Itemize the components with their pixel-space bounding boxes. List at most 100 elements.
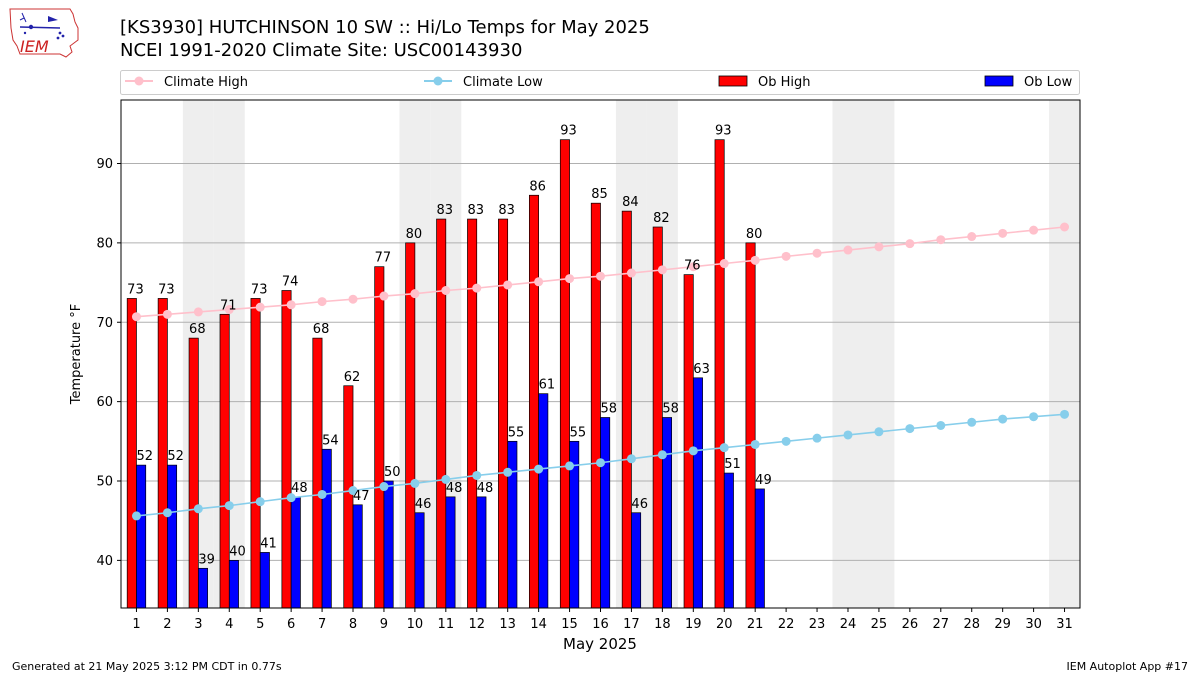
legend-climate-high-label: Climate High <box>164 75 248 90</box>
x-tick-label-3: 3 <box>194 617 202 632</box>
ob-high-label-19: 76 <box>684 259 701 274</box>
legend-ob-low: Ob Low <box>984 75 1073 90</box>
ob-low-bar-17 <box>631 512 642 609</box>
legend-climate-low: Climate Low <box>424 75 543 90</box>
climate-lines <box>131 222 1070 521</box>
bars <box>126 139 765 609</box>
climate-high-point-11 <box>441 286 451 295</box>
ob-high-label-14: 86 <box>529 179 546 194</box>
ob-low-label-18: 58 <box>662 402 679 417</box>
climate-low-point-23 <box>812 433 822 443</box>
climate-low-point-8 <box>348 486 358 496</box>
legend-ob-high: Ob High <box>718 75 811 90</box>
climate-high-point-4 <box>224 305 234 315</box>
ob-high-label-4: 71 <box>220 298 237 313</box>
ob-high-bar-2 <box>157 298 168 609</box>
ob-low-label-12: 48 <box>477 481 494 496</box>
climate-high-point-24 <box>843 245 853 255</box>
ob-low-bar-9 <box>383 480 394 609</box>
ob-low-bar-7 <box>321 448 332 609</box>
x-tick-label-13: 13 <box>499 617 516 632</box>
legend-ob-high-label: Ob High <box>758 75 811 90</box>
x-tick-label-6: 6 <box>287 617 295 632</box>
legend-climate-low-label: Climate Low <box>463 75 543 90</box>
x-tick-label-26: 26 <box>902 617 919 632</box>
climate-low-point-29 <box>998 414 1008 424</box>
ob-low-bar-8 <box>352 504 363 609</box>
ob-low-label-19: 63 <box>693 362 710 377</box>
ob-high-label-17: 84 <box>622 195 639 210</box>
ob-high-bar-15 <box>559 139 570 609</box>
climate-low-point-9 <box>379 482 389 492</box>
ob-high-label-20: 93 <box>715 124 732 139</box>
x-tick-label-20: 20 <box>716 617 733 632</box>
x-tick-label-1: 1 <box>132 617 140 632</box>
climate-low-point-27 <box>936 420 946 430</box>
ob-low-label-17: 46 <box>631 497 648 512</box>
ob-high-bar-21 <box>745 242 756 609</box>
x-tick-label-23: 23 <box>809 617 826 632</box>
climate-high-point-6 <box>286 300 296 310</box>
x-tick-label-30: 30 <box>1025 617 1042 632</box>
climate-low-point-11 <box>441 474 451 484</box>
ob-high-bar-18 <box>652 226 663 609</box>
climate-high-point-23 <box>812 248 822 258</box>
y-axis-label: Temperature °F <box>69 304 84 405</box>
ob-high-label-2: 73 <box>158 282 175 297</box>
ob-high-bar-20 <box>714 139 725 609</box>
y-tick-label-40: 40 <box>96 554 113 569</box>
ob-high-bar-9 <box>374 266 385 609</box>
ob-high-bar-7 <box>312 337 323 609</box>
x-tick-label-17: 17 <box>623 617 640 632</box>
climate-high-point-13 <box>503 280 513 290</box>
ob-low-bar-20 <box>723 472 734 609</box>
ob-high-bar-3 <box>188 337 199 609</box>
y-tick-label-80: 80 <box>96 236 113 251</box>
ob-low-label-14: 61 <box>539 378 556 393</box>
x-tick-label-16: 16 <box>592 617 609 632</box>
ob-high-bar-13 <box>498 218 509 609</box>
climate-low-point-15 <box>565 461 575 471</box>
x-tick-label-8: 8 <box>349 617 357 632</box>
climate-low-point-2 <box>162 508 172 518</box>
x-tick-label-10: 10 <box>407 617 424 632</box>
ob-low-label-9: 50 <box>384 465 401 480</box>
x-tick-label-11: 11 <box>438 617 455 632</box>
x-tick-label-14: 14 <box>530 617 547 632</box>
ob-high-bar-14 <box>528 194 539 609</box>
climate-low-point-3 <box>193 504 203 514</box>
climate-low-point-13 <box>503 467 513 477</box>
ob-high-label-8: 62 <box>344 370 361 385</box>
x-tick-label-12: 12 <box>468 617 485 632</box>
ob-low-bar-3 <box>197 567 208 609</box>
x-tick-label-25: 25 <box>871 617 888 632</box>
chart-title: [KS3930] HUTCHINSON 10 SW :: Hi/Lo Temps… <box>120 17 650 38</box>
ob-high-label-5: 73 <box>251 282 268 297</box>
x-tick-label-28: 28 <box>963 617 980 632</box>
climate-high-point-31 <box>1060 222 1070 232</box>
x-tick-label-27: 27 <box>933 617 950 632</box>
climate-low-point-1 <box>131 511 141 521</box>
ob-high-label-9: 77 <box>375 251 392 266</box>
x-tick-label-29: 29 <box>994 617 1011 632</box>
climate-high-point-3 <box>193 307 203 317</box>
ob-high-label-11: 83 <box>437 203 454 218</box>
x-tick-label-24: 24 <box>840 617 857 632</box>
ob-high-label-1: 73 <box>127 282 144 297</box>
climate-high-point-29 <box>998 228 1008 238</box>
y-tick-label-90: 90 <box>96 157 113 172</box>
climate-low-point-28 <box>967 417 977 427</box>
bar-labels: 73 73 68 71 73 74 68 62 77 80 83 83 83 86 93 85 84 82 76 93… <box>127 124 772 568</box>
ob-low-bar-2 <box>167 464 178 609</box>
climate-low-point-31 <box>1060 409 1070 419</box>
x-tick-label-31: 31 <box>1056 617 1073 632</box>
logo-text: IEM <box>20 37 49 56</box>
ob-low-label-2: 52 <box>167 449 184 464</box>
ob-low-bar-12 <box>476 496 487 609</box>
ob-high-bar-4 <box>219 313 230 609</box>
climate-low-point-30 <box>1029 412 1039 422</box>
ob-low-label-6: 48 <box>291 481 308 496</box>
y-tick-label-60: 60 <box>96 395 113 410</box>
climate-low-point-4 <box>224 501 234 511</box>
